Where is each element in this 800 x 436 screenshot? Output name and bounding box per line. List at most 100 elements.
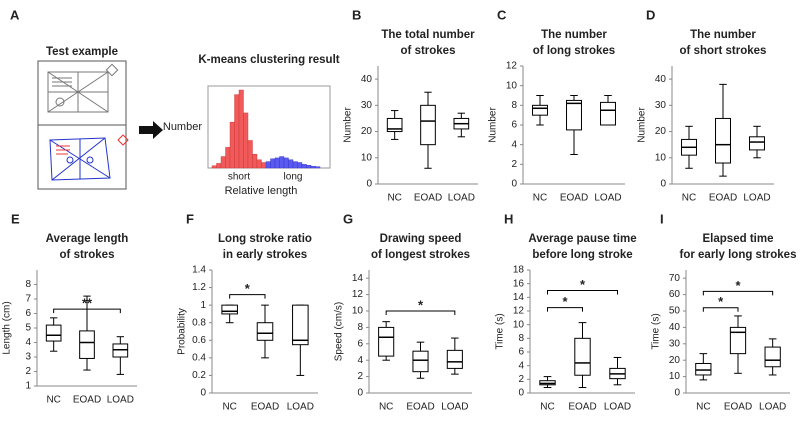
y-tick-label: 4 [511, 139, 517, 150]
box [79, 295, 95, 371]
patient-drawing [49, 134, 129, 181]
y-axis-label: Number [637, 107, 648, 143]
box [532, 95, 548, 126]
y-tick-label: 20 [655, 126, 667, 137]
histogram-bar [297, 162, 303, 169]
box-body [695, 362, 712, 376]
chart-title: The number [541, 29, 607, 41]
y-tick-label: 4 [25, 337, 31, 348]
significance-label: * [735, 278, 741, 293]
x-tick-label: EOAD [560, 193, 588, 204]
box [600, 95, 616, 126]
x-tick-label: NC [682, 193, 696, 204]
chart-title: Long stroke ratio [218, 233, 312, 245]
legend-label: long [284, 172, 303, 183]
x-tick-label: LOAD [594, 193, 621, 204]
y-axis-label: Probability [177, 308, 188, 355]
box [574, 322, 591, 389]
histogram-bar [270, 158, 276, 169]
box [453, 112, 470, 138]
y-tick-label: 0 [511, 179, 517, 190]
box [539, 376, 556, 389]
chart-title: of strokes [60, 249, 115, 261]
panel-letter: A [10, 7, 20, 22]
x-tick-label: LOAD [287, 402, 314, 413]
histogram-bar [265, 161, 271, 169]
y-tick-label: 3 [25, 352, 31, 363]
y-tick-label: 6 [518, 347, 524, 358]
x-tick-label: LOAD [604, 402, 631, 413]
y-tick-label: 10 [352, 306, 364, 317]
y-tick-label: 0.2 [192, 370, 206, 381]
test-example-title: Test example [46, 46, 118, 58]
box-body [715, 117, 731, 164]
significance-bracket [547, 307, 583, 312]
histogram-bar [234, 94, 240, 169]
histogram-bar [216, 163, 222, 169]
box-body [292, 304, 309, 346]
y-tick-label: 0 [357, 388, 363, 399]
significance-bracket [229, 294, 266, 299]
box [256, 304, 274, 359]
x-tick-label: EOAD [406, 402, 434, 413]
chart-title: Average pause time [528, 233, 636, 245]
box [412, 341, 429, 379]
box-body [729, 326, 747, 355]
panel-letter: D [646, 7, 655, 22]
histogram-bar [211, 165, 217, 169]
chart-title: of long strokes [533, 45, 615, 57]
y-tick-label: 2 [518, 374, 524, 385]
box [681, 125, 697, 169]
box-body [600, 101, 616, 126]
panel-letter: F [186, 211, 194, 226]
y-tick-label: 4 [518, 360, 524, 371]
y-tick-label: 0 [518, 388, 524, 399]
significance-bracket [702, 307, 739, 312]
box [609, 356, 626, 386]
y-tick-label: 2 [25, 366, 31, 377]
histogram-bar [283, 157, 289, 169]
y-tick-label: 16 [513, 278, 525, 289]
y-tick-label: 30 [655, 100, 667, 111]
y-tick-label: 1.4 [192, 265, 206, 276]
box [386, 110, 403, 140]
box [749, 125, 765, 159]
y-axis-label: Time (s) [495, 313, 506, 349]
box-body [378, 326, 395, 357]
y-tick-label: 2 [511, 159, 517, 170]
y-tick-label: 6 [357, 338, 363, 349]
y-tick-label: 60 [669, 289, 681, 300]
chart-title: of strokes [401, 45, 456, 57]
y-tick-label: 12 [506, 61, 518, 72]
significance-label: ** [82, 296, 93, 311]
box-body [420, 104, 436, 146]
x-tick-label: NC [533, 193, 547, 204]
box-body [749, 136, 765, 151]
y-tick-label: 8 [25, 279, 31, 290]
chart-title: Drawing speed [380, 233, 462, 245]
histogram-bar [225, 147, 231, 169]
y-tick-label: 1.2 [192, 282, 206, 293]
chart-title: The number [690, 29, 756, 41]
y-tick-label: 70 [669, 273, 681, 284]
significance-label: * [562, 294, 568, 309]
histogram-bar [261, 162, 267, 169]
x-tick-label: LOAD [743, 193, 770, 204]
y-axis-label: Number [488, 107, 499, 143]
y-tick-label: 20 [669, 355, 681, 366]
template-drawing [47, 63, 119, 113]
panel-letter: C [497, 7, 507, 22]
test-example-sketch [37, 60, 129, 190]
y-tick-label: 10 [669, 371, 681, 382]
significance-bracket [547, 290, 618, 295]
box-body [574, 337, 591, 376]
y-tick-label: 0 [366, 179, 372, 190]
panel-letter: I [660, 211, 664, 226]
chart-title: The total number [381, 29, 475, 41]
y-tick-label: 10 [361, 152, 373, 163]
x-tick-label: EOAD [414, 193, 442, 204]
y-tick-label: 40 [655, 74, 667, 85]
box [764, 338, 781, 376]
x-tick-label: LOAD [759, 402, 786, 413]
significance-label: * [718, 294, 724, 309]
